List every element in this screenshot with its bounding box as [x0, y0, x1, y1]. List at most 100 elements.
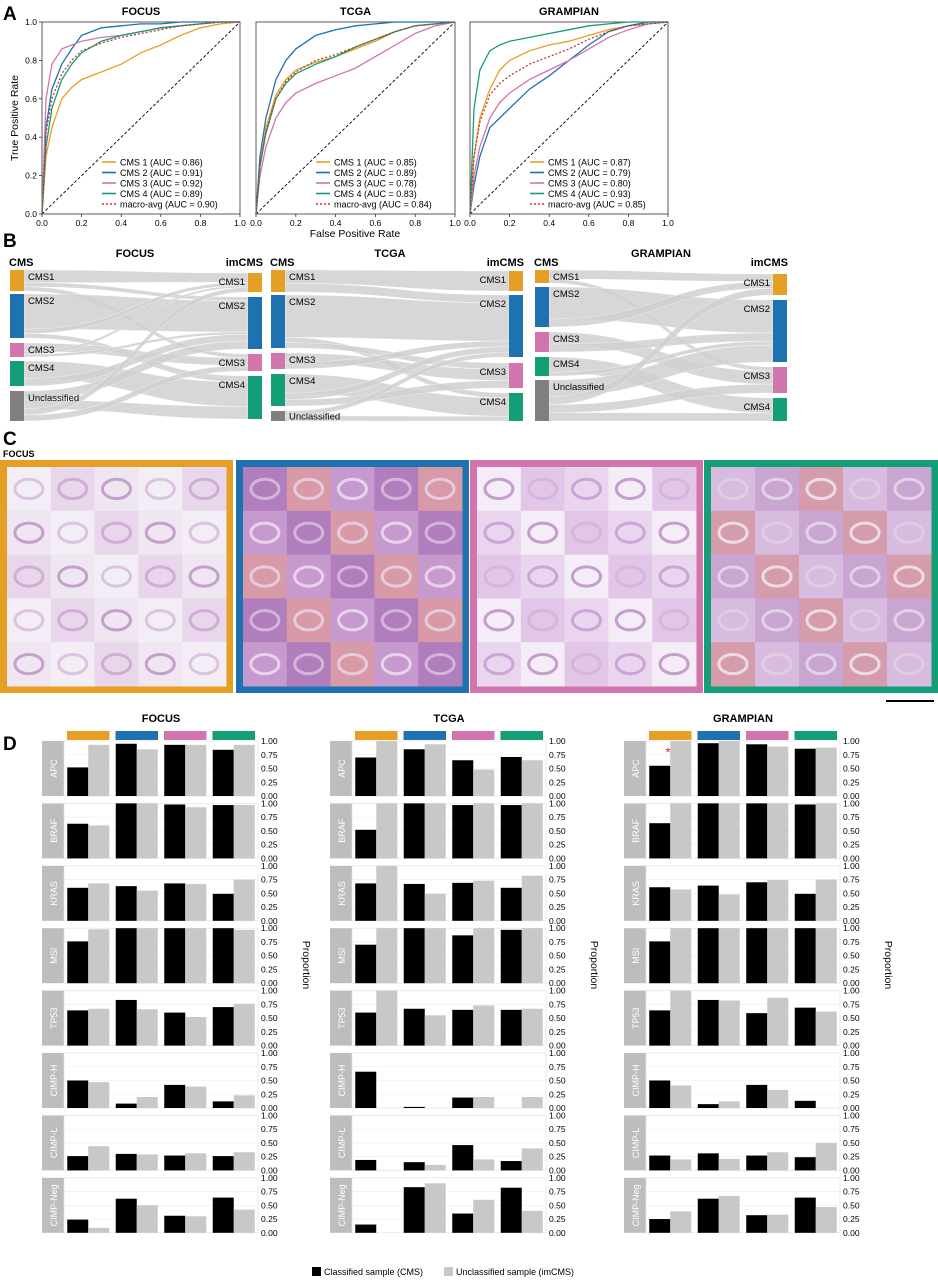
row-y-tick-label: 0.75	[261, 812, 278, 822]
bar-unclassified-cms2	[718, 928, 740, 984]
roc-x-tick-label: 0.2	[290, 218, 302, 228]
row-y-tick-label: 0.25	[549, 1214, 566, 1224]
bar-classified-cms4	[794, 1007, 816, 1046]
bar-row-kras: KRAS 0.00 0.25 0.50 0.75 1.00	[330, 861, 566, 926]
sankey-right-node-cms1	[509, 271, 523, 291]
row-y-tick-label: 0.50	[549, 1076, 566, 1086]
roc-x-tick-label: 0.2	[76, 218, 88, 228]
bar-unclassified-cms1	[670, 1211, 692, 1233]
bar-unclassified-cms3	[767, 1089, 789, 1108]
row-y-tick-label: 1.00	[549, 1173, 566, 1183]
histology-tile-texture	[424, 565, 456, 588]
row-y-tick-label: 0.00	[261, 1165, 278, 1175]
bar-classified-cms4	[794, 893, 816, 921]
bar-classified-cms2	[403, 1008, 425, 1046]
histology-tile-texture	[614, 609, 646, 632]
bar-row-cimp-h: CIMP-H 0.00 0.25 0.50 0.75 1.00	[624, 1048, 860, 1113]
panel-b-letter: B	[3, 231, 17, 252]
roc-curve-cms-2	[255, 21, 455, 215]
bar-classified-cms2	[403, 928, 425, 984]
bar-row-braf: BRAF 0.00 0.25 0.50 0.75 1.00	[624, 798, 860, 863]
bar-classified-cms4	[212, 928, 234, 984]
bar-classified-cms4	[212, 1197, 234, 1233]
histology-tile-texture	[527, 521, 559, 544]
roc-y-tick-label: 0.6	[25, 94, 37, 104]
row-y-tick-label: 0.25	[843, 1089, 860, 1099]
row-y-tick-label: 0.00	[549, 978, 566, 988]
roc-y-tick-label: 0.2	[25, 171, 37, 181]
sankey-title: GRAMPIAN	[631, 248, 691, 260]
bar-row-tp53: TP53 0.00 0.25 0.50 0.75 1.00	[330, 986, 566, 1051]
bar-unclassified-cms2	[424, 803, 446, 859]
roc-legend-label: CMS 3 (AUC = 0.80)	[548, 179, 631, 189]
row-y-tick-label: 0.25	[261, 1089, 278, 1099]
histology-tile-texture	[144, 609, 176, 632]
roc-x-tick-label: 0.0	[464, 218, 476, 228]
bar-classified-cms1	[355, 944, 377, 984]
row-y-tick-label: 0.25	[549, 964, 566, 974]
sankey-flow-ribbon	[23, 269, 249, 283]
bar-chart-grampian: GRAMPIANCMS1CMS2CMS3CMS4APC0.000.250.500…	[624, 713, 894, 1238]
bar-unclassified-cms4	[815, 803, 837, 859]
row-strip	[42, 803, 64, 859]
histology-tile-texture	[614, 521, 646, 544]
histology-tile-texture	[761, 477, 793, 501]
bar-unclassified-cms4	[233, 929, 255, 984]
row-y-tick-label: 0.50	[261, 1076, 278, 1086]
bar-row-cimp-neg: CIMP-Neg 0.00 0.25 0.50 0.75 1.00	[624, 1173, 860, 1238]
histology-tile-texture	[761, 652, 793, 676]
row-y-tick-label: 0.50	[261, 951, 278, 961]
panel-a-letter: A	[3, 4, 17, 25]
sankey-left-label: Unclassified	[289, 412, 340, 423]
category-color-strip-cms3	[164, 731, 207, 740]
sankey-right-node-cms2	[248, 297, 262, 349]
row-strip-label: BRAF	[49, 818, 59, 843]
sankey-flows	[284, 269, 510, 422]
histology-tile-texture	[717, 521, 749, 544]
histology-tile-texture	[293, 652, 325, 676]
bar-classified-cms3	[452, 1097, 474, 1108]
bar-unclassified-cms4	[521, 1008, 543, 1046]
row-y-tick-label: 0.25	[843, 964, 860, 974]
bar-classified-cms4	[500, 1161, 522, 1171]
bar-unclassified-cms4	[521, 928, 543, 984]
row-y-tick-label: 0.00	[843, 853, 860, 863]
row-y-tick-label: 0.00	[843, 916, 860, 926]
panel-c-tile-mosaics: FOCUS	[0, 449, 938, 702]
histology-tile-texture	[483, 565, 515, 588]
sankey-left-label: Unclassified	[553, 382, 604, 393]
row-y-tick-label: 0.00	[261, 978, 278, 988]
bar-classified-cms1	[67, 1080, 89, 1108]
bar-classified-cms3	[452, 1009, 474, 1046]
bar-unclassified-cms2	[718, 1000, 740, 1046]
row-y-tick-label: 0.50	[549, 1138, 566, 1148]
sankey-tcga: TCGA CMS imCMS CMS1 CMS2 CMS3 CMS4 Unclassified…	[270, 248, 524, 423]
sankey-left-label: CMS1	[553, 272, 579, 283]
histology-tile-texture	[424, 652, 456, 676]
row-y-tick-label: 0.25	[261, 1214, 278, 1224]
sankey-left-node-cms1	[271, 270, 285, 292]
row-strip-label: CIMP-L	[49, 1128, 59, 1159]
histology-tile-texture	[188, 609, 220, 632]
bar-unclassified-cms2	[718, 1101, 740, 1108]
row-strip	[42, 1177, 64, 1233]
sankey-left-node-cms4	[535, 357, 549, 376]
row-y-tick-label: 1.00	[549, 923, 566, 933]
bar-unclassified-cms4	[233, 879, 255, 921]
bar-classified-cms4	[500, 887, 522, 921]
row-strip-label: KRAS	[631, 881, 641, 906]
row-y-tick-label: 0.00	[549, 1103, 566, 1113]
bar-classified-cms2	[115, 999, 137, 1046]
bar-classified-cms4	[500, 756, 522, 796]
bar-unclassified-cms2	[424, 1015, 446, 1046]
row-y-tick-label: 0.00	[843, 1041, 860, 1051]
significance-star: *	[665, 744, 671, 760]
bar-unclassified-cms3	[473, 1199, 495, 1233]
histology-tile-texture	[13, 609, 45, 632]
row-y-tick-label: 0.75	[261, 875, 278, 885]
bar-unclassified-cms3	[473, 769, 495, 796]
histology-tile-texture	[336, 609, 369, 632]
sankey-right-node-cms3	[248, 354, 262, 371]
row-y-tick-label: 0.50	[549, 1200, 566, 1210]
row-y-tick-label: 0.25	[549, 1089, 566, 1099]
